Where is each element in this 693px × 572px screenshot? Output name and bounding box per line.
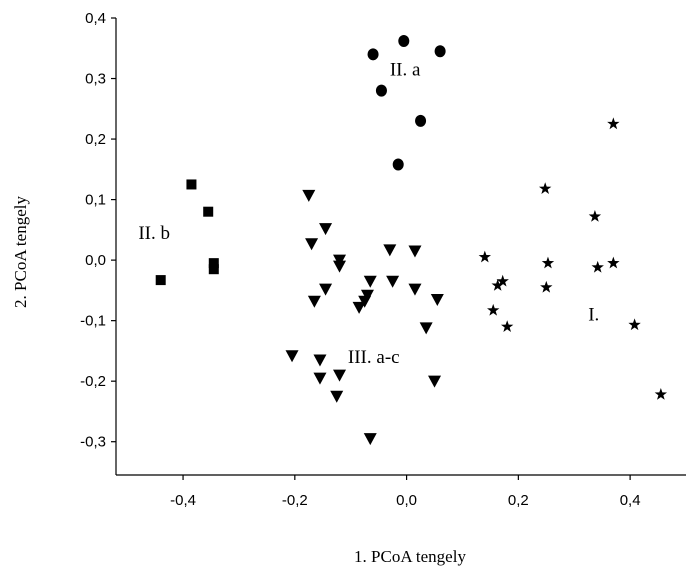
plot-area (115, 18, 686, 476)
square-point (155, 275, 166, 286)
star-point (500, 320, 514, 332)
group-labels: II. a II. b III. a-c I. (138, 60, 599, 369)
triangle-down-point (305, 238, 319, 251)
star-point (487, 303, 500, 316)
y-tick-label: 0,1 (85, 192, 106, 209)
square-point (208, 258, 219, 269)
x-tick-label: 0,4 (620, 492, 641, 509)
triangle-down-point (386, 275, 400, 288)
circle-point (375, 84, 387, 97)
x-tick-label: 0,0 (396, 492, 417, 509)
square-point (203, 206, 214, 217)
y-tick-label: -0,3 (80, 434, 106, 451)
star-point (540, 280, 553, 293)
circle-point (415, 114, 427, 127)
triangle-down-point (352, 301, 366, 314)
triangle-down-point (319, 223, 333, 236)
square-point (208, 264, 219, 275)
circle-point (398, 35, 410, 48)
y-tick-label: 0,2 (85, 131, 106, 148)
y-axis-title: 2. PCoA tengely (11, 196, 30, 308)
group-label: I. (588, 305, 599, 326)
triangle-down-point (333, 369, 347, 382)
x-tick-label: -0,2 (282, 492, 308, 509)
star-point (491, 279, 504, 291)
star-point (478, 250, 492, 263)
triangle-down-point (319, 283, 333, 296)
y-tick-label: 0,0 (85, 252, 106, 269)
circle-point (392, 158, 404, 171)
group-label: II. b (138, 223, 170, 244)
x-axis-title: 1. PCoA tengely (354, 547, 466, 566)
x-axis-ticks: -0,4 -0,2 0,0 0,2 0,4 (170, 475, 641, 509)
data-points (155, 35, 668, 446)
star-point (588, 210, 602, 222)
star-point (628, 318, 641, 331)
group-label: III. a-c (348, 347, 400, 368)
triangle-down-point (383, 244, 397, 257)
triangle-down-point (360, 289, 374, 302)
y-axis-ticks: 0,4 0,3 0,2 0,1 0,0 -0,1 -0,2 -0,3 (80, 10, 116, 451)
triangle-down-point (285, 350, 299, 363)
triangle-down-point (419, 322, 433, 335)
star-point (607, 256, 620, 269)
star-point (591, 260, 604, 273)
y-tick-label: 0,4 (85, 10, 106, 27)
star-point (496, 274, 509, 287)
group-label: II. a (390, 60, 421, 81)
triangle-down-point (307, 295, 321, 308)
y-tick-label: -0,1 (80, 313, 106, 330)
x-tick-label: -0,4 (170, 492, 196, 509)
triangle-down-point (333, 260, 347, 273)
square-point (186, 179, 197, 190)
triangle-down-point (363, 433, 377, 446)
circle-point (434, 45, 446, 58)
triangle-down-point (358, 295, 372, 308)
triangle-down-point (408, 245, 422, 258)
circle-point (367, 48, 379, 61)
x-tick-label: 0,2 (508, 492, 529, 509)
triangle-down-point (363, 275, 377, 288)
triangle-down-point (428, 375, 442, 388)
y-tick-label: 0,3 (85, 71, 106, 88)
star-point (654, 388, 668, 400)
triangle-down-point (408, 283, 422, 296)
star-point (607, 117, 620, 130)
triangle-down-point (313, 354, 327, 367)
triangle-down-point (333, 254, 347, 267)
triangle-down-point (313, 372, 327, 385)
triangle-down-point (430, 293, 444, 306)
star-point (538, 182, 552, 194)
y-tick-label: -0,2 (80, 373, 106, 390)
star-point (541, 256, 555, 269)
triangle-down-point (302, 189, 316, 202)
triangle-down-point (330, 390, 344, 403)
